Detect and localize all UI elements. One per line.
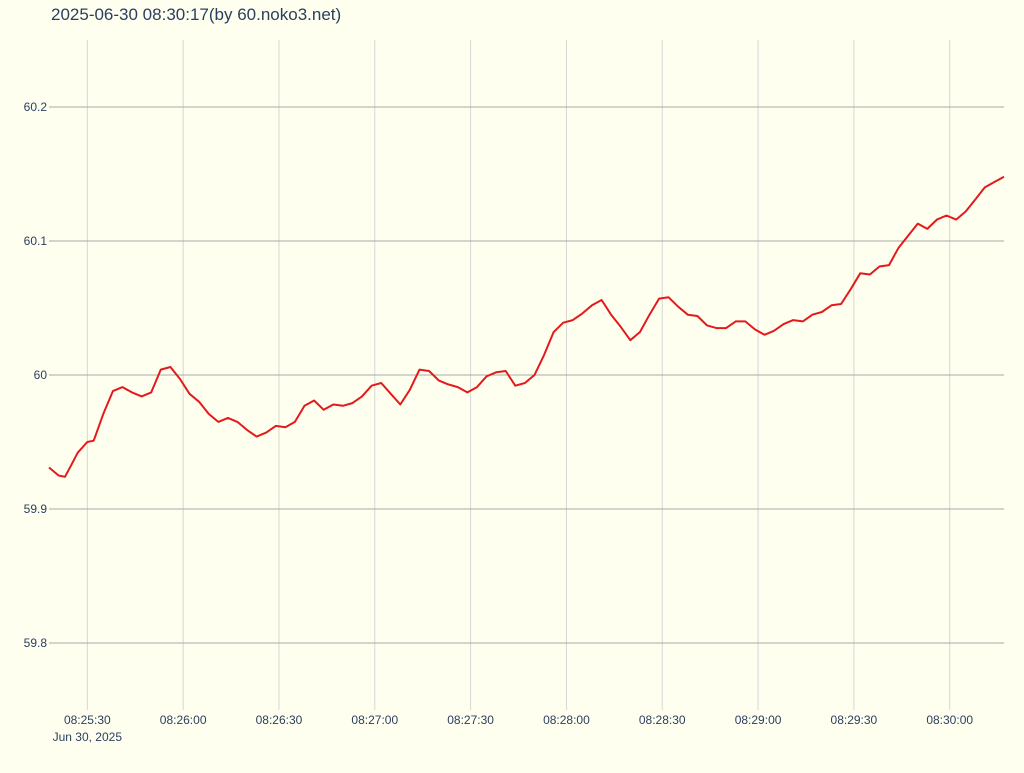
x-tick-label: 08:26:30 (256, 713, 303, 727)
y-tick-label: 59.9 (24, 502, 48, 516)
chart-title: 2025-06-30 08:30:17(by 60.noko3.net) (51, 5, 341, 24)
y-tick-label: 60 (34, 368, 48, 382)
y-tick-label: 60.1 (24, 234, 48, 248)
y-tick-label: 59.8 (24, 636, 48, 650)
y-tick-label: 60.2 (24, 100, 48, 114)
x-tick-label: 08:27:00 (351, 713, 398, 727)
x-tick-label: 08:26:00 (160, 713, 207, 727)
x-tick-label: 08:30:00 (926, 713, 973, 727)
x-tick-label: 08:28:00 (543, 713, 590, 727)
x-date-label: Jun 30, 2025 (53, 730, 123, 744)
x-tick-label: 08:29:30 (831, 713, 878, 727)
x-tick-label: 08:25:30 (64, 713, 111, 727)
x-tick-label: 08:28:30 (639, 713, 686, 727)
x-tick-label: 08:27:30 (447, 713, 494, 727)
price-line (48, 175, 1005, 478)
x-tick-label: 08:29:00 (735, 713, 782, 727)
